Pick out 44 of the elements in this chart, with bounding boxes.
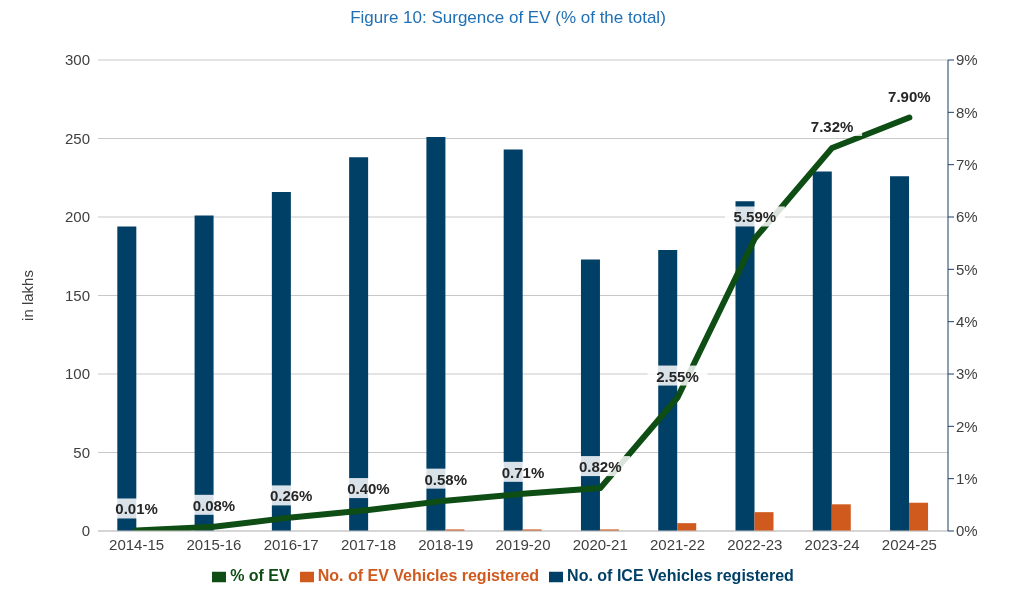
y2-tick-label: 5%	[956, 260, 978, 278]
data-label: 0.71%	[501, 463, 545, 481]
data-label: 5.59%	[733, 208, 777, 226]
data-label: 0.82%	[579, 458, 622, 476]
x-tick-label: 2023-24	[804, 535, 860, 553]
x-tick-label: 2015-16	[186, 535, 242, 553]
x-tick-label: 2016-17	[263, 535, 319, 553]
data-label: 2.55%	[656, 367, 699, 385]
data-label: 0.01%	[115, 500, 158, 518]
x-tick-label: 2020-21	[572, 535, 628, 553]
y-tick-label: 250	[64, 129, 90, 147]
y2-tick-label: 9%	[956, 51, 978, 69]
y-axis-title: in lakhs	[19, 270, 37, 321]
y2-tick-label: 1%	[956, 469, 978, 487]
y2-tick-label: 4%	[956, 312, 978, 330]
legend-label: % of EV	[230, 567, 290, 584]
data-label: 7.90%	[888, 87, 931, 105]
y2-tick-label: 2%	[956, 417, 978, 435]
y-tick-label: 200	[64, 208, 90, 226]
y2-tick-label: 8%	[956, 103, 978, 121]
y2-tick-label: 7%	[956, 155, 978, 173]
legend-label: No. of ICE Vehicles registered	[567, 567, 794, 584]
data-label: 0.08%	[192, 496, 236, 514]
y-tick-label: 300	[64, 51, 90, 69]
data-label: 7.32%	[810, 117, 854, 135]
data-label: 0.58%	[424, 470, 467, 488]
y2-tick-label: 0%	[956, 522, 978, 540]
y2-tick-label: 3%	[956, 365, 978, 383]
x-tick-label: 2017-18	[340, 535, 396, 553]
data-label: 0.26%	[269, 487, 313, 505]
x-tick-label: 2019-20	[495, 535, 551, 553]
chart-title: Figure 10: Surgence of EV (% of the total)	[349, 8, 667, 29]
y2-tick-label: 6%	[956, 208, 978, 226]
x-tick-label: 2022-23	[727, 535, 783, 553]
x-tick-label: 2021-22	[650, 535, 706, 553]
y-tick-label: 50	[73, 443, 90, 461]
x-tick-label: 2014-15	[109, 535, 165, 553]
y-tick-label: 150	[64, 286, 90, 304]
x-tick-label: 2024-25	[881, 535, 937, 553]
y-tick-label: 100	[64, 365, 90, 383]
data-label: 0.40%	[347, 480, 390, 498]
x-tick-label: 2018-19	[418, 535, 474, 553]
legend-label: No. of EV Vehicles registered	[317, 567, 540, 584]
y-tick-label: 0	[81, 522, 90, 540]
